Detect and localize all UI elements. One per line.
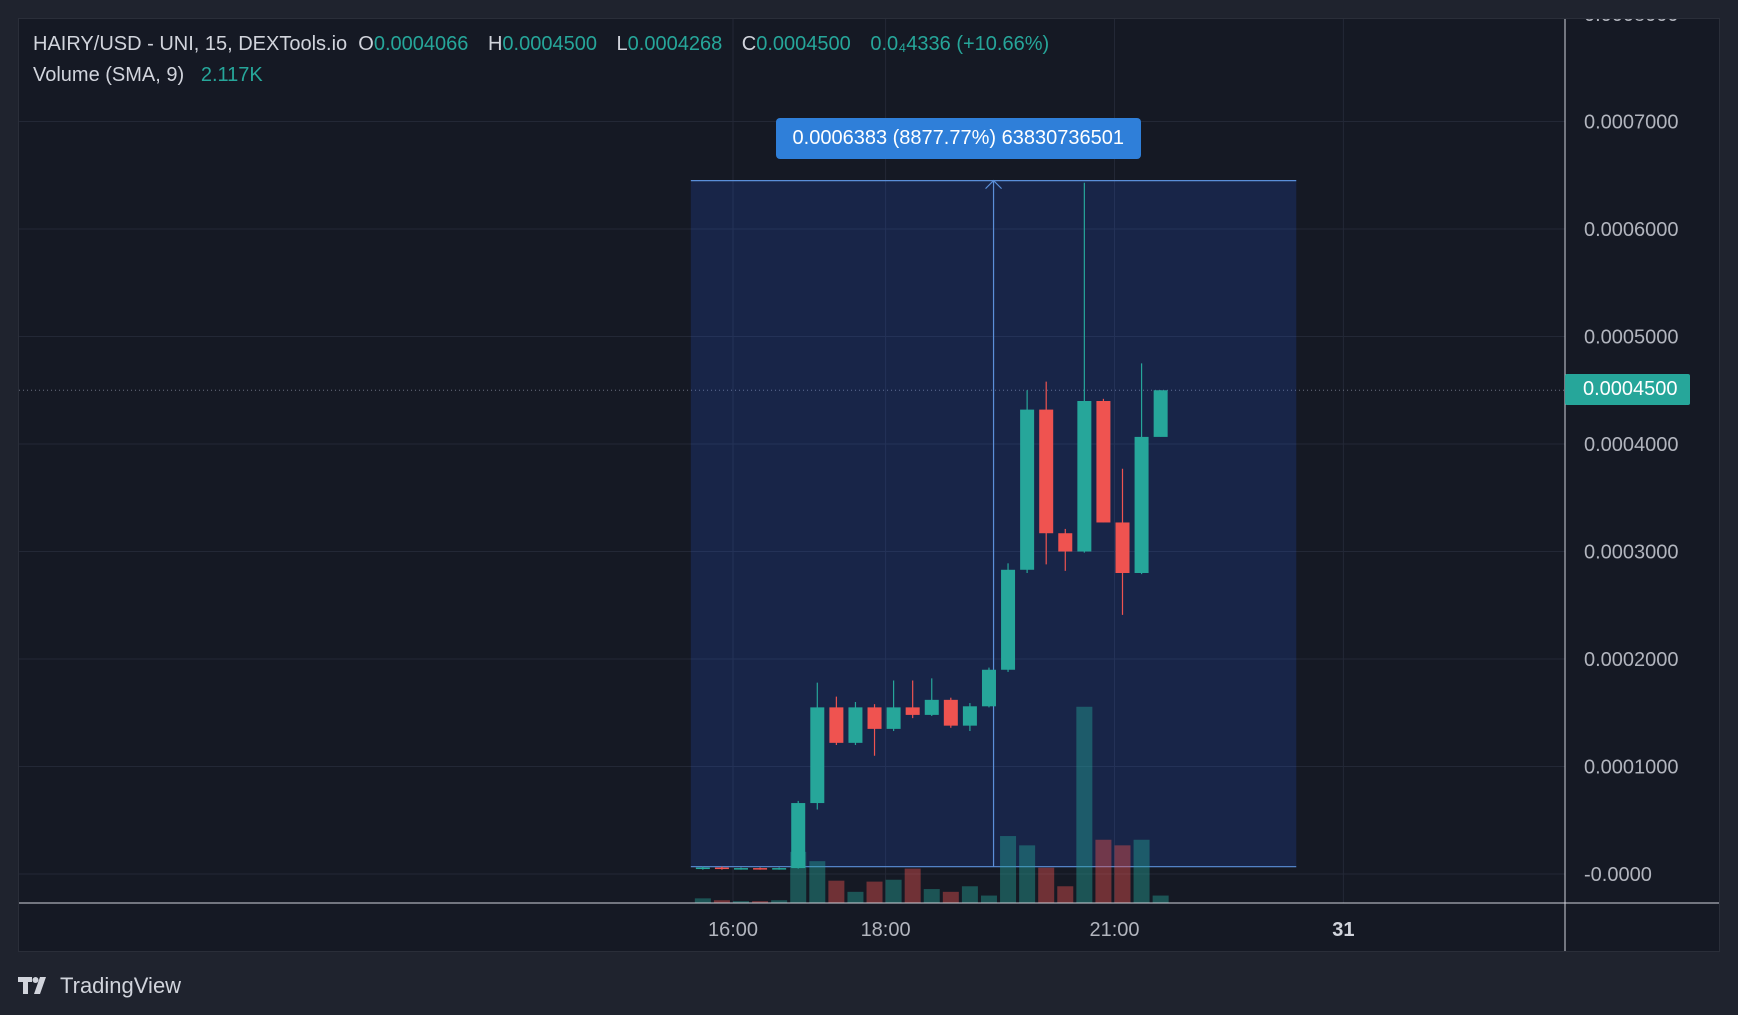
volume-bar [866,881,883,903]
volume-bar [1038,867,1055,903]
tradingview-logo-icon [18,977,46,994]
volume-bar [1095,839,1112,903]
x-tick-label: 31 [1332,919,1354,941]
legend-high-key: H [487,33,503,55]
y-tick-label: 0.0002000 [1584,649,1679,671]
candle-body [905,707,920,715]
volume-bar [809,861,826,903]
candle-body [886,707,901,729]
volume-bar [733,901,749,903]
candle-body [1096,401,1111,523]
candle-body [1058,533,1073,552]
y-tick-label: 0.0001000 [1584,757,1679,779]
volume-bar [1057,886,1074,903]
candle-body [753,868,768,870]
volume-bar [885,879,902,903]
candle-body [791,803,806,869]
x-tick-label: 16:00 [708,919,758,941]
axis-layer: 0.0008000 0.0007000 0.0006000 0.0005000 0.00… [19,19,1719,951]
candle-body [1077,401,1092,552]
current-price-tag: 0.0004500 [1565,374,1690,406]
candle-body [848,707,863,743]
volume-bar [752,901,769,903]
y-tick-label: 0.0004000 [1584,434,1679,456]
candle-body [943,699,958,726]
volume-bar [847,891,864,903]
candle-body [1020,409,1035,570]
candle-body [867,707,882,729]
candle-body [1153,390,1168,437]
chart-canvas[interactable]: 0.0008000 0.0007000 0.0006000 0.0005000 0.00… [19,19,1720,952]
branding-name: TradingView [60,973,182,998]
volume-bar [1000,836,1017,903]
legend-low-value: 0.0004268 [627,33,723,55]
candle-body [829,707,844,743]
volume-bar [1114,845,1131,903]
volume-legend[interactable]: Volume (SMA, 9) 2.117K [33,64,277,87]
branding[interactable]: TradingView [18,968,181,1004]
volume-bar [713,900,730,903]
candle-body [772,868,787,870]
candle-body [924,699,939,715]
volume-bar [771,900,788,903]
legend-symbol: HAIRY/USD - UNI, 15, DEXTools.io [33,33,348,55]
y-tick-label: 0.0008000 [1584,19,1679,26]
volume-bar [961,886,978,903]
candle-body [981,669,996,707]
volume-bar [828,880,845,903]
volume-label: Volume (SMA, 9) [33,64,185,86]
x-tick-label: 21:00 [1089,919,1139,941]
candle-body [734,868,748,870]
candle-body [1039,409,1054,534]
y-tick-label: 0.0005000 [1584,327,1679,349]
volume-bar [694,898,711,903]
legend-close-value: 0.0004500 [756,33,851,55]
volume-bar [942,891,959,903]
legend-low-key: L [616,33,628,55]
candle-body [1134,436,1149,573]
legend-close-key: C [741,33,757,55]
volume-bar [1076,706,1093,903]
legend-open-value: 0.0004066 [373,33,469,55]
volume-bar [980,895,997,903]
measure-label: 0.0006383 (8877.77%) 63830736501 [775,117,1141,159]
volume-value: 2.117K [200,64,263,86]
candle-body [1115,522,1130,573]
volume-bar [904,868,921,903]
measure-layer [690,179,1297,868]
measure-arrow-icon [985,179,1002,190]
volume-bar [1152,895,1169,903]
candle-body [962,706,977,726]
ohlc-legend: HAIRY/USD - UNI, 15, DEXTools.io O0.0004… [33,33,1063,56]
candle-layer [695,182,1168,870]
y-tick-label: 0.0007000 [1584,112,1679,134]
candle-body [810,707,825,804]
volume-bar [923,889,940,903]
y-tick-label: 0.0006000 [1584,219,1679,241]
y-tick-label: -0.0000 [1584,864,1652,886]
volume-bar [1133,839,1150,903]
x-tick-label: 18:00 [861,919,911,941]
candle-body [1001,569,1016,670]
legend-change-value: 0.0₄4336 (+10.66%) [870,33,1050,55]
legend-open-key: O [358,33,374,55]
volume-bar [1019,845,1036,903]
y-tick-label: 0.0003000 [1584,542,1679,564]
grid-layer [19,19,1565,903]
candle-body [714,867,729,870]
legend-high-value: 0.0004500 [502,33,597,55]
chart-frame: 0.0008000 0.0007000 0.0006000 0.0005000 0.00… [18,18,1720,952]
candle-body [695,867,710,870]
